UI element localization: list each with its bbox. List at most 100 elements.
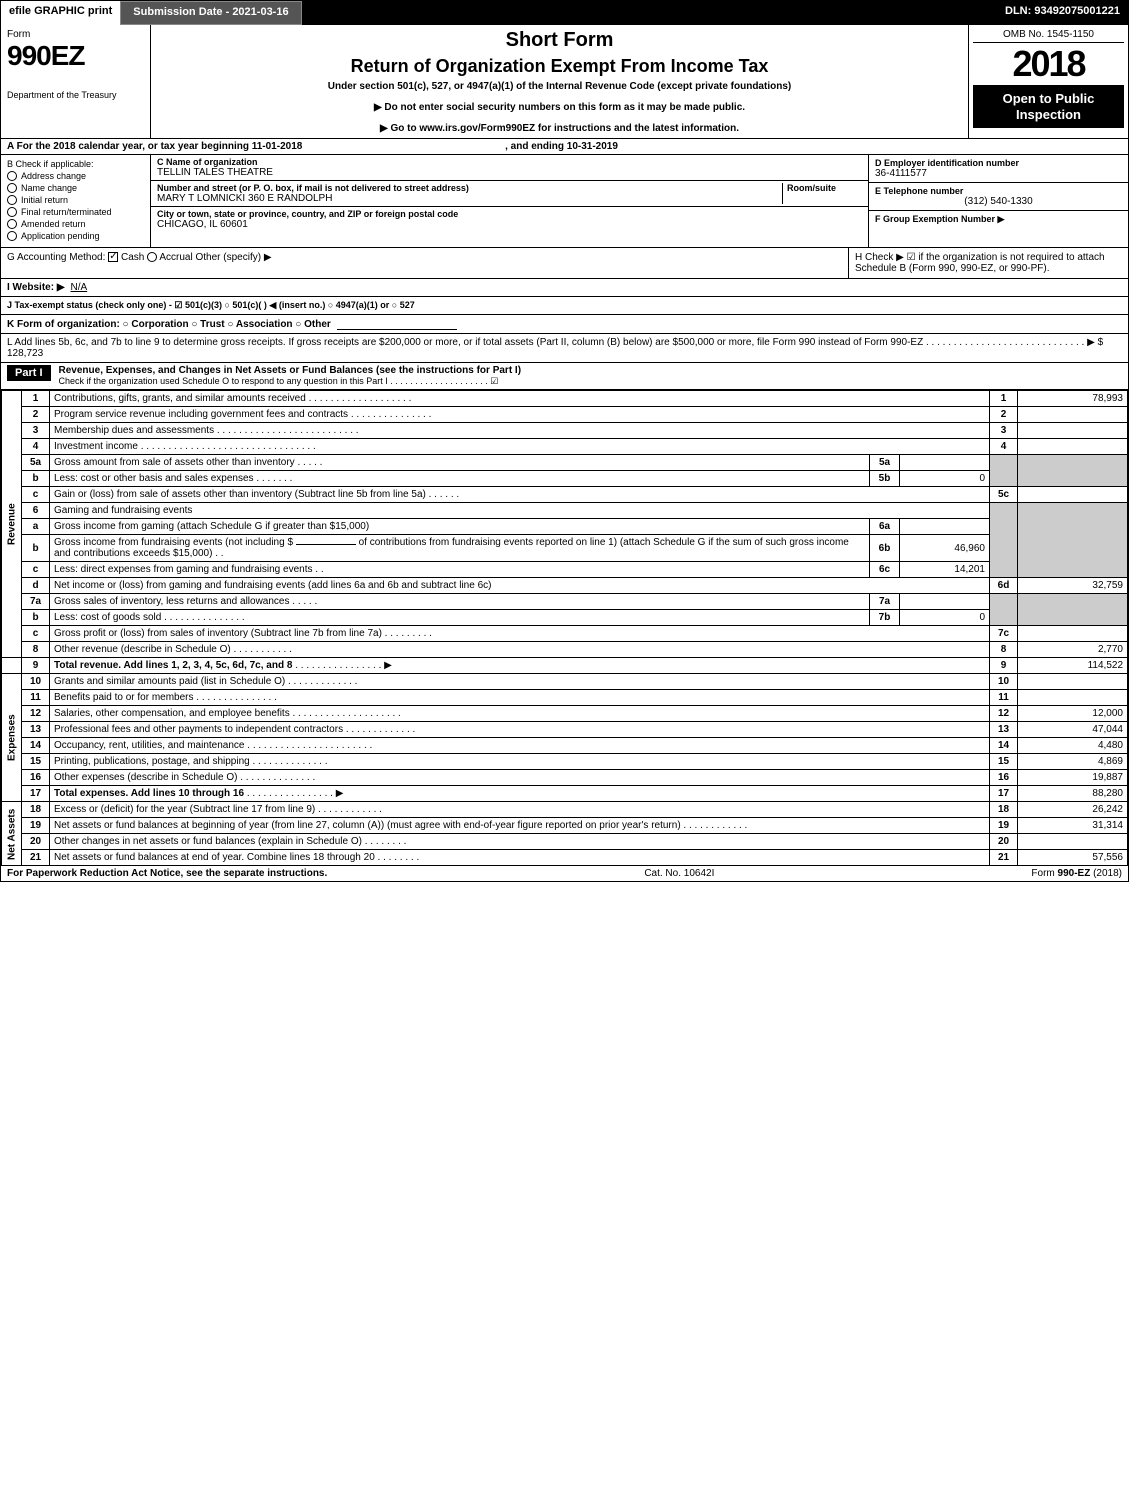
line-3-value	[1018, 423, 1128, 439]
chk-final-return[interactable]: Final return/terminated	[7, 207, 144, 217]
part1-check-line: Check if the organization used Schedule …	[59, 376, 499, 386]
section-l: L Add lines 5b, 6c, and 7b to line 9 to …	[1, 334, 1128, 363]
form-number: 990EZ	[7, 40, 144, 72]
chk-application-pending[interactable]: Application pending	[7, 231, 144, 241]
ein-value: 36-4111577	[875, 168, 1122, 179]
footer-left: For Paperwork Reduction Act Notice, see …	[7, 868, 327, 879]
footer-right: Form 990-EZ (2018)	[1031, 868, 1122, 879]
line-7a: 7a Gross sales of inventory, less return…	[2, 594, 1128, 610]
omb-number: OMB No. 1545-1150	[973, 29, 1124, 43]
org-name: TELLIN TALES THEATRE	[157, 167, 862, 178]
org-city-label: City or town, state or province, country…	[157, 209, 862, 219]
line-5a: 5a Gross amount from sale of assets othe…	[2, 455, 1128, 471]
line-13: 13 Professional fees and other payments …	[2, 722, 1128, 738]
dept-treasury: Department of the Treasury	[7, 90, 144, 100]
org-addr: MARY T LOMNICKI 360 E RANDOLPH	[157, 193, 782, 204]
row-a-tax-year: A For the 2018 calendar year, or tax yea…	[1, 139, 1128, 155]
chk-amended-return[interactable]: Amended return	[7, 219, 144, 229]
section-h: H Check ▶ ☑ if the organization is not r…	[848, 248, 1128, 278]
line-16-value: 19,887	[1018, 770, 1128, 786]
arrow-ssn: ▶ Do not enter social security numbers o…	[159, 102, 960, 113]
part1-title: Revenue, Expenses, and Changes in Net As…	[51, 365, 1122, 387]
room-label: Room/suite	[787, 183, 862, 193]
header-right: OMB No. 1545-1150 2018 Open to Public In…	[968, 25, 1128, 138]
phone-value: (312) 540-1330	[875, 196, 1122, 207]
ein-label: D Employer identification number	[875, 158, 1122, 168]
section-f: F Group Exemption Number ▶	[869, 211, 1128, 228]
line-4: 4 Investment income . . . . . . . . . . …	[2, 439, 1128, 455]
part1-header-row: Part I Revenue, Expenses, and Changes in…	[1, 363, 1128, 390]
chk-cash[interactable]	[108, 252, 118, 262]
line-6c-value: 14,201	[900, 562, 990, 578]
form-org-label: K Form of organization: ○ Corporation ○ …	[7, 319, 331, 330]
website-label: I Website: ▶	[7, 282, 65, 293]
header-left: Form 990EZ Department of the Treasury	[1, 25, 151, 138]
row-a-end: , and ending 10-31-2019	[505, 141, 618, 152]
line-7c: c Gross profit or (loss) from sales of i…	[2, 626, 1128, 642]
line-9: 9 Total revenue. Add lines 1, 2, 3, 4, 5…	[2, 658, 1128, 674]
line-13-value: 47,044	[1018, 722, 1128, 738]
chk-accrual[interactable]	[147, 252, 157, 262]
line-7a-value	[900, 594, 990, 610]
line-20-value	[1018, 834, 1128, 850]
title-short-form: Short Form	[159, 29, 960, 52]
line-17-value: 88,280	[1018, 786, 1128, 802]
section-j: J Tax-exempt status (check only one) - ☑…	[1, 297, 1128, 315]
website-value: N/A	[71, 282, 88, 293]
section-b-label: B Check if applicable:	[7, 159, 144, 169]
line-14: 14 Occupancy, rent, utilities, and maint…	[2, 738, 1128, 754]
submission-date: Submission Date - 2021-03-16	[120, 1, 301, 25]
title-return: Return of Organization Exempt From Incom…	[159, 56, 960, 77]
line-11-value	[1018, 690, 1128, 706]
line-6b-value: 46,960	[900, 535, 990, 562]
line-5a-value	[900, 455, 990, 471]
topbar-spacer	[302, 1, 997, 25]
section-b: B Check if applicable: Address change Na…	[1, 155, 151, 247]
row-g-h: G Accounting Method: Cash Accrual Other …	[1, 248, 1128, 279]
org-city-row: City or town, state or province, country…	[151, 207, 868, 232]
form-990ez-page: efile GRAPHIC print Submission Date - 20…	[0, 0, 1129, 882]
line-2: 2 Program service revenue including gove…	[2, 407, 1128, 423]
line-6b: b Gross income from fundraising events (…	[2, 535, 1128, 562]
line-9-value: 114,522	[1018, 658, 1128, 674]
line-18-value: 26,242	[1018, 802, 1128, 818]
chk-initial-return[interactable]: Initial return	[7, 195, 144, 205]
chk-name-change[interactable]: Name change	[7, 183, 144, 193]
line-4-value	[1018, 439, 1128, 455]
line-8: 8 Other revenue (describe in Schedule O)…	[2, 642, 1128, 658]
line-2-value	[1018, 407, 1128, 423]
row-a-begin: A For the 2018 calendar year, or tax yea…	[7, 141, 302, 152]
section-d: D Employer identification number 36-4111…	[869, 155, 1128, 183]
line-15-value: 4,869	[1018, 754, 1128, 770]
open-public-badge: Open to Public Inspection	[973, 85, 1124, 128]
info-right: D Employer identification number 36-4111…	[868, 155, 1128, 247]
line-12-value: 12,000	[1018, 706, 1128, 722]
footer-center: Cat. No. 10642I	[644, 868, 714, 879]
line-11: 11 Benefits paid to or for members . . .…	[2, 690, 1128, 706]
page-footer: For Paperwork Reduction Act Notice, see …	[1, 866, 1128, 881]
line-7b-value: 0	[900, 610, 990, 626]
group-exempt-label: F Group Exemption Number ▶	[875, 214, 1004, 224]
revenue-side-label: Revenue	[2, 391, 22, 658]
line-19: 19 Net assets or fund balances at beginn…	[2, 818, 1128, 834]
line-16: 16 Other expenses (describe in Schedule …	[2, 770, 1128, 786]
line-5b-value: 0	[900, 471, 990, 487]
line-20: 20 Other changes in net assets or fund b…	[2, 834, 1128, 850]
form-label: Form	[7, 29, 144, 40]
line-6: 6 Gaming and fundraising events	[2, 503, 1128, 519]
line-1: Revenue 1 Contributions, gifts, grants, …	[2, 391, 1128, 407]
chk-address-change[interactable]: Address change	[7, 171, 144, 181]
top-bar: efile GRAPHIC print Submission Date - 20…	[1, 1, 1128, 25]
line-5b: b Less: cost or other basis and sales ex…	[2, 471, 1128, 487]
line-8-value: 2,770	[1018, 642, 1128, 658]
header-center: Short Form Return of Organization Exempt…	[151, 25, 968, 138]
section-c: C Name of organization TELLIN TALES THEA…	[151, 155, 868, 247]
line-1-value: 78,993	[1018, 391, 1128, 407]
form-header: Form 990EZ Department of the Treasury Sh…	[1, 25, 1128, 139]
section-i: I Website: ▶ N/A	[1, 279, 1128, 297]
form-org-other-input[interactable]	[337, 318, 457, 330]
org-addr-row: Number and street (or P. O. box, if mail…	[151, 181, 868, 207]
line-12: 12 Salaries, other compensation, and emp…	[2, 706, 1128, 722]
efile-label: efile GRAPHIC print	[1, 1, 120, 25]
lines-table: Revenue 1 Contributions, gifts, grants, …	[1, 390, 1128, 866]
